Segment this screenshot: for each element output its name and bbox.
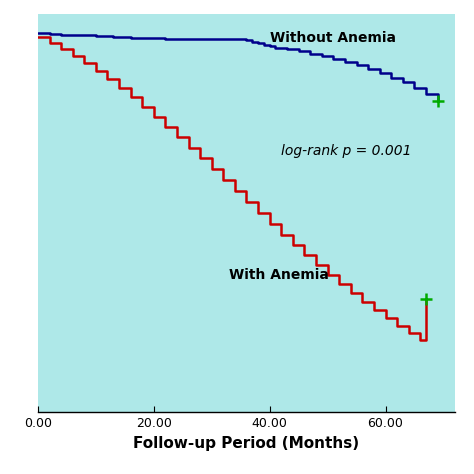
Text: log-rank p = 0.001: log-rank p = 0.001 [281, 144, 412, 157]
Text: Without Anemia: Without Anemia [270, 30, 396, 45]
Text: With Anemia: With Anemia [229, 268, 329, 283]
X-axis label: Follow-up Period (Months): Follow-up Period (Months) [133, 436, 360, 451]
